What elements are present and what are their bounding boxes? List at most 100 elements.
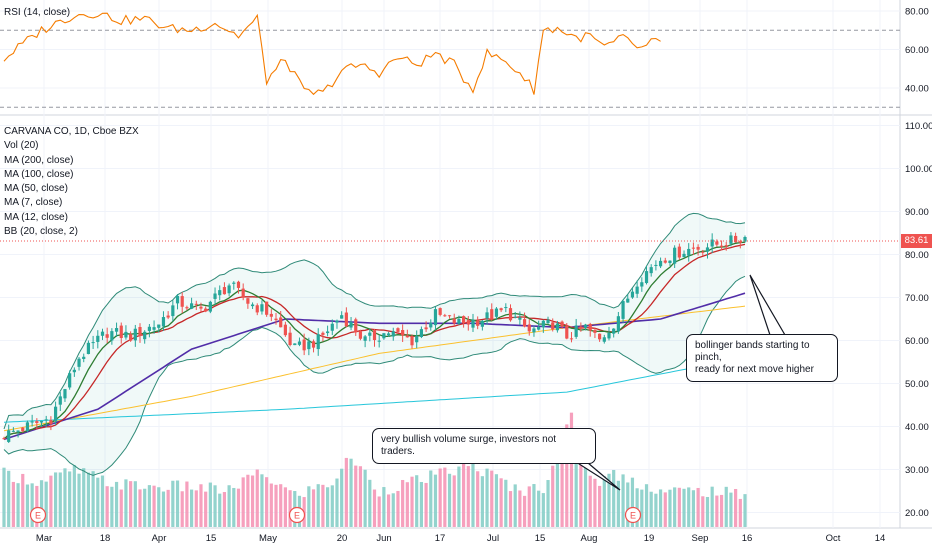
volume-bar <box>279 484 283 527</box>
candle-body <box>349 322 353 328</box>
candle-body <box>518 317 522 320</box>
candle-body <box>189 303 194 309</box>
rsi-pane <box>0 12 900 108</box>
candle-body <box>316 334 320 350</box>
volume-bar <box>372 489 377 527</box>
candle-body <box>476 320 480 326</box>
candle-body <box>354 319 358 333</box>
volume-bar <box>269 483 273 527</box>
volume-bar <box>471 461 475 527</box>
candle-body <box>579 326 583 329</box>
candle-body <box>377 340 381 342</box>
candle-body <box>396 328 400 332</box>
volume-bar <box>565 424 569 527</box>
candle-body <box>368 332 372 336</box>
candle-body <box>635 286 639 294</box>
volume-bar <box>246 474 250 527</box>
volume-bar <box>307 486 311 527</box>
volume-bar <box>255 469 259 527</box>
volume-bar <box>185 481 189 527</box>
candle-body <box>335 320 339 323</box>
candle-body <box>485 312 489 319</box>
volume-bar <box>485 468 489 527</box>
candle-body <box>630 291 635 298</box>
candle-body <box>410 336 414 346</box>
candle-body <box>466 320 470 325</box>
time-tick-label: Aug <box>581 533 598 544</box>
candle-body <box>321 332 325 335</box>
volume-bar <box>508 491 513 527</box>
rsi-axis: 80.00 60.00 40.00 <box>905 7 929 95</box>
candle-body <box>311 341 316 348</box>
candle-body <box>616 316 620 332</box>
volume-bar <box>86 472 91 527</box>
candle-body <box>443 315 447 317</box>
candle-body <box>734 235 738 243</box>
candle-body <box>391 331 395 337</box>
volume-bar <box>743 494 747 527</box>
volume-bar <box>649 491 653 527</box>
volume-bar <box>673 487 677 527</box>
volume-bar <box>382 487 386 527</box>
volume-bar <box>138 489 142 527</box>
volume-bar <box>68 471 72 527</box>
volume-annotation[interactable]: very bullish volume surge, investors not… <box>372 428 596 464</box>
volume-bar <box>654 493 658 527</box>
ma100-line <box>3 305 746 432</box>
candle-body <box>204 308 208 312</box>
volume-bar <box>283 487 287 527</box>
volume-bar <box>194 490 198 527</box>
time-tick-label: 16 <box>742 533 753 544</box>
volume-bar <box>100 475 105 527</box>
volume-bar <box>593 478 597 527</box>
volume-bar <box>368 479 372 527</box>
volume-bar <box>504 479 508 527</box>
volume-bar <box>518 490 522 527</box>
volume-bar <box>405 482 409 527</box>
volume-bar <box>560 440 564 527</box>
candle-body <box>424 327 428 330</box>
candle-body <box>110 331 114 341</box>
candle-body <box>588 323 592 331</box>
volume-bar <box>344 457 348 527</box>
volume-bar <box>687 487 691 527</box>
time-tick-label: Jul <box>487 533 499 544</box>
price-tick-label: 80.00 <box>905 250 929 261</box>
candle-body <box>415 335 419 343</box>
volume-bar <box>621 474 625 527</box>
candle-body <box>180 296 184 307</box>
time-axis: Mar 18 Apr 15 May 20 Jun 17 Jul 15 Aug 19 Sep 16 Oct 14 <box>36 533 885 544</box>
candle-body <box>537 326 541 330</box>
time-tick-label: Mar <box>36 533 52 544</box>
candle-body <box>522 319 527 327</box>
price-tick-label: 100.00 <box>905 164 932 175</box>
candle-body <box>438 308 442 315</box>
volume-bar <box>166 489 170 527</box>
candle-body <box>63 389 67 399</box>
candle-body <box>105 334 109 338</box>
volume-bar <box>616 480 620 527</box>
earnings-marker-label: E <box>35 511 41 521</box>
candle-body <box>7 430 11 442</box>
volume-bar <box>265 477 269 527</box>
volume-bar <box>114 481 119 527</box>
time-tick-label: 14 <box>875 533 886 544</box>
candle-body <box>255 305 259 313</box>
candle-body <box>358 331 363 339</box>
volume-bar <box>691 490 696 527</box>
volume-bar <box>490 470 494 527</box>
candle-body <box>49 420 53 425</box>
bollinger-annotation[interactable]: bollinger bands starting to pinch, ready… <box>686 334 838 382</box>
volume-bar <box>316 484 320 527</box>
rsi-tick-label: 40.00 <box>905 84 929 95</box>
candle-body <box>541 320 545 328</box>
volume-bar <box>522 495 527 527</box>
candle-body <box>143 331 147 340</box>
legend-item-ma100: MA (100, close) <box>4 168 74 180</box>
candle-body <box>405 335 409 338</box>
volume-bar <box>39 480 44 527</box>
candle-body <box>100 331 105 336</box>
candle-body <box>551 322 555 330</box>
